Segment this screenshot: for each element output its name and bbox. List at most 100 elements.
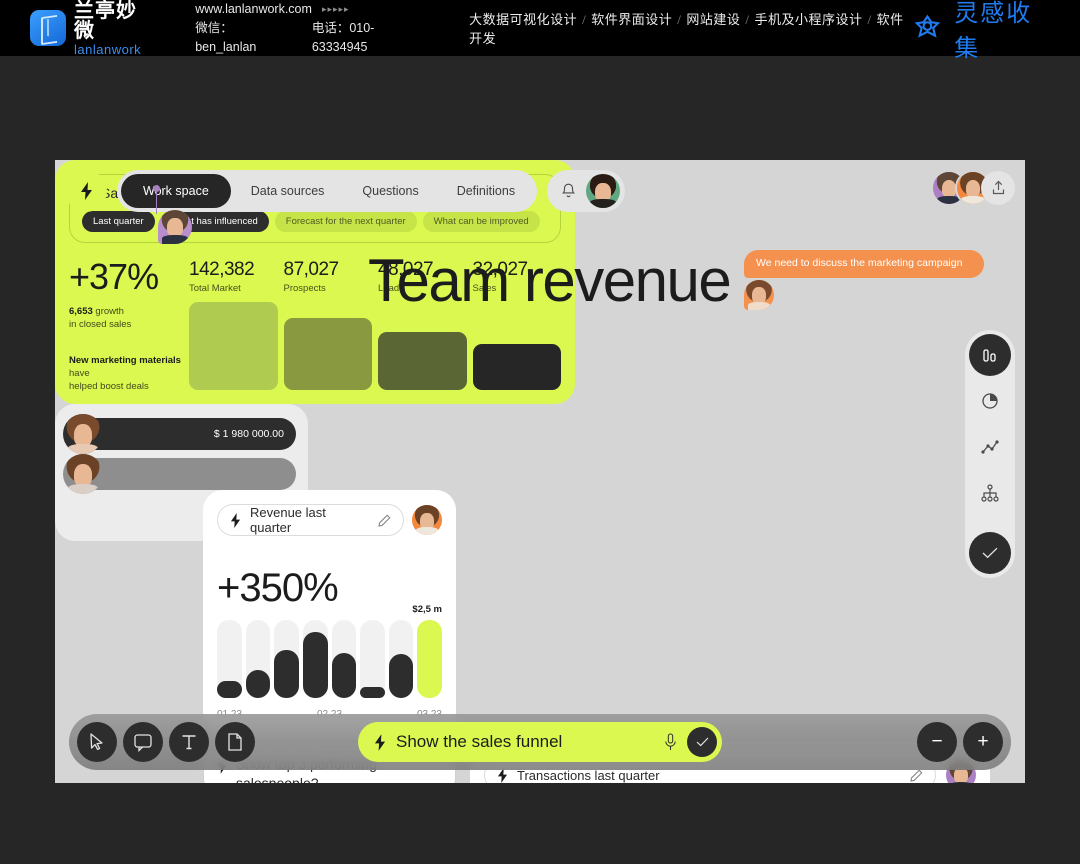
line-chart-icon (981, 440, 999, 454)
avatar[interactable] (63, 454, 103, 494)
pencil-icon[interactable] (378, 514, 391, 527)
transactions-card-title: Transactions last quarter (517, 767, 660, 783)
cursor-tool-button[interactable] (77, 722, 117, 762)
bell-icon[interactable] (561, 183, 576, 200)
revenue-bar-chart: $2,5 m (217, 604, 442, 698)
confirm-button[interactable] (969, 532, 1011, 574)
nav-right-group (931, 170, 1015, 206)
sales-funnel-tags: Last quarter What has influenced Forecast … (82, 211, 548, 232)
tab-definitions[interactable]: Definitions (456, 184, 516, 198)
funnel-tag[interactable]: What can be improved (422, 211, 540, 232)
bar-track (360, 620, 385, 698)
promo-service-item: 网站建设 (686, 12, 741, 27)
zoom-controls: − + (917, 722, 1003, 762)
comment-icon (134, 734, 152, 752)
funnel-stage-bar (472, 344, 561, 390)
avatar[interactable] (158, 210, 192, 244)
list-item[interactable] (63, 454, 296, 494)
prompt-bar[interactable]: Show the sales funnel (358, 722, 722, 762)
bar-chart-button[interactable] (969, 334, 1011, 376)
promo-right: 灵感收集 (913, 0, 1054, 63)
bolt-icon (497, 767, 508, 783)
bar-track (388, 620, 414, 698)
bar-fill (274, 649, 299, 698)
avatar[interactable] (412, 505, 442, 535)
list-item[interactable]: $ 1 980 000.00 (63, 414, 296, 454)
funnel-stage: 142,382 Total Market (189, 259, 278, 393)
app-window: Work space Data sources Questions Definitio… (55, 160, 1025, 783)
share-icon (992, 180, 1004, 195)
salespeople-list: $ 1 980 000.00 (63, 414, 296, 494)
promo-website: www.lanlanwork.com (195, 1, 312, 16)
funnel-percent: +37% (69, 256, 159, 297)
bar-fill (360, 687, 385, 698)
funnel-tag[interactable]: Last quarter (82, 211, 155, 232)
promo-header: 兰亭妙微 lanlanwork www.lanlanwork.com ▸▸▸▸▸… (0, 0, 1080, 62)
tab-data-sources[interactable]: Data sources (250, 184, 325, 198)
avatar[interactable] (63, 414, 103, 454)
funnel-stage-bar (283, 318, 372, 390)
promo-phone: 电话：010-63334945 (311, 20, 375, 54)
promo-brand-cn: 兰亭妙微 (74, 0, 137, 42)
prompt-submit-button[interactable] (687, 727, 717, 757)
funnel-stage-value: 87,027 (283, 259, 340, 280)
funnel-tag[interactable]: Forecast for the next quarter (274, 211, 417, 232)
file-tool-button[interactable] (215, 722, 255, 762)
revenue-card: Revenue last quarter +350% $2,5 m 01.230… (203, 490, 456, 734)
funnel-stage: 48,027 Leads (378, 259, 467, 393)
bar-track (274, 620, 299, 698)
inspiration-logo-icon (915, 14, 941, 38)
text-tool-button[interactable] (169, 722, 209, 762)
org-chart-button[interactable] (969, 472, 1011, 514)
promo-contact: www.lanlanwork.com ▸▸▸▸▸ 微信：ben_lanlan 电… (195, 0, 425, 57)
bar-track (217, 620, 242, 698)
zoom-in-button[interactable]: + (963, 722, 1003, 762)
bar-fill (302, 631, 328, 698)
share-button[interactable] (981, 171, 1015, 205)
bar-fill (331, 652, 357, 698)
comment-annotation[interactable]: We need to discuss the marketing campaig… (744, 250, 984, 310)
promo-service-item: 手机及小程序设计 (754, 12, 863, 27)
app-nav: Work space Data sources Questions Definitio… (65, 170, 626, 212)
avatar[interactable] (586, 174, 621, 208)
list-item-amount: $ 1 980 000.00 (213, 428, 284, 440)
pencil-icon[interactable] (910, 769, 923, 782)
funnel-stage-label: Total Market (189, 283, 241, 294)
comment-tool-button[interactable] (123, 722, 163, 762)
tab-work-space[interactable]: Work space (121, 174, 231, 208)
nav-user-group (547, 170, 626, 212)
pie-chart-button[interactable] (969, 380, 1011, 422)
promo-arrows-icon: ▸▸▸▸▸ (321, 3, 350, 14)
promo-service-item: 大数据可视化设计 (469, 12, 578, 27)
cursor-icon (90, 733, 103, 751)
funnel-stage-value: 142,382 (189, 259, 255, 280)
zoom-out-button[interactable]: − (917, 722, 957, 762)
revenue-percent: +350% (217, 566, 339, 610)
org-chart-icon (981, 484, 999, 502)
funnel-note-materials: New marketing materials have helped boos… (69, 354, 181, 393)
revenue-title-input[interactable]: Revenue last quarter (217, 504, 404, 536)
mic-icon[interactable] (664, 733, 677, 751)
tab-questions[interactable]: Questions (362, 184, 419, 198)
text-icon (182, 735, 196, 750)
avatar[interactable] (744, 279, 774, 310)
line-chart-button[interactable] (969, 426, 1011, 468)
funnel-stage-chart: 142,382 Total Market 87,027 Prospects 48,027… (189, 259, 561, 393)
bolt-icon (374, 733, 386, 751)
nav-tabs: Work space Data sources Questions Definitio… (117, 170, 538, 212)
promo-service-item: 软件开发 (469, 12, 904, 46)
revenue-card-header: Revenue last quarter (217, 504, 442, 536)
file-icon (228, 733, 242, 751)
bar-track: $2,5 m (412, 604, 442, 698)
promo-wechat: 微信：ben_lanlan (195, 20, 257, 54)
app-logo[interactable] (65, 170, 107, 212)
revenue-card-title: Revenue last quarter (250, 505, 326, 535)
funnel-stage-label: Prospects (283, 283, 326, 294)
chart-type-rail (965, 330, 1015, 578)
funnel-stage: 87,027 Prospects (283, 259, 372, 393)
bottom-toolbar: Show the sales funnel − + (69, 714, 1011, 770)
pie-chart-icon (982, 393, 998, 409)
bolt-icon (80, 182, 92, 200)
prompt-input[interactable]: Show the sales funnel (396, 732, 563, 751)
funnel-note-growth: 6,653 growth in closed sales (69, 306, 132, 331)
